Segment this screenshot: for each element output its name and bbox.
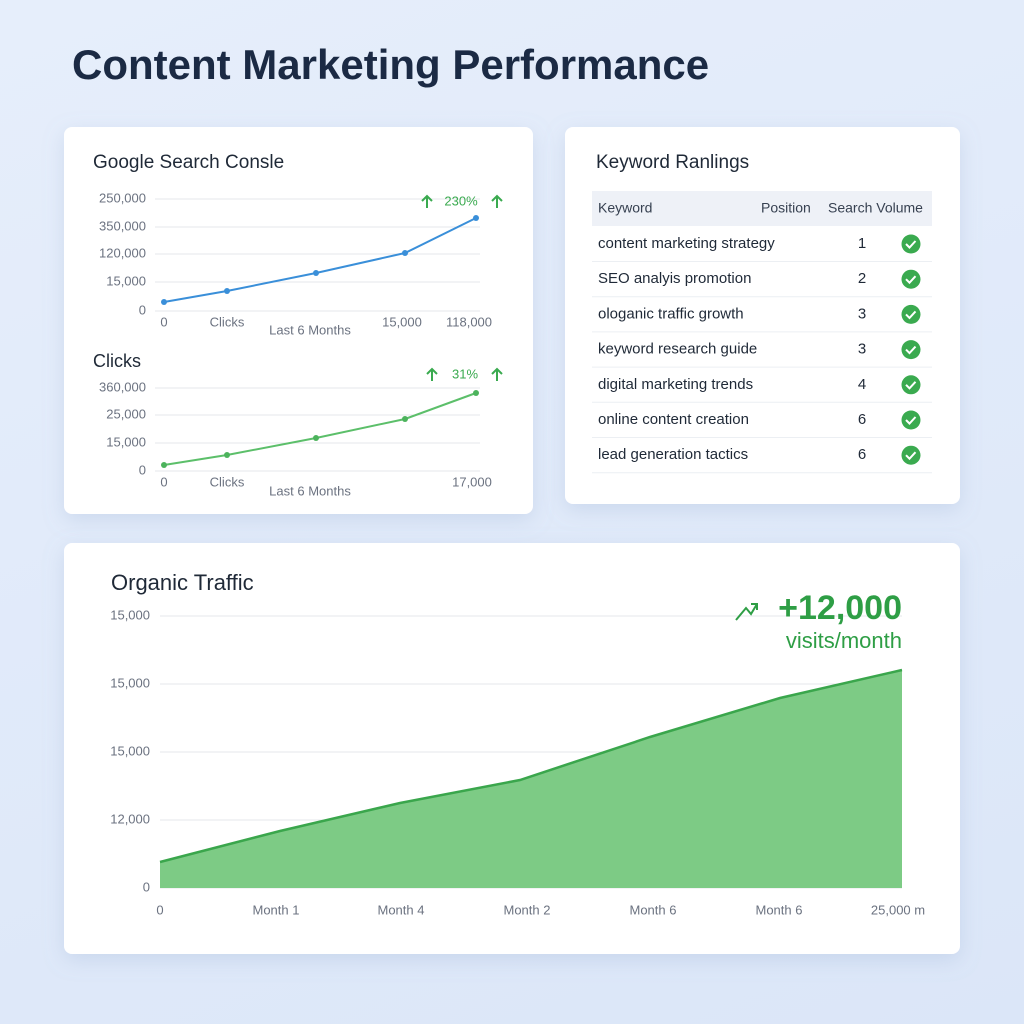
panel <box>64 127 533 514</box>
points <box>161 390 479 468</box>
x-axis-label: Month 1 <box>253 902 300 917</box>
y-axis-label: 350,000 <box>99 218 146 233</box>
x-axis-label: Last 6 Months <box>269 322 351 337</box>
check-icon <box>901 445 921 465</box>
x-axis-label: Month 6 <box>756 902 803 917</box>
arrows <box>426 367 503 381</box>
x-axis-label: 15,000 <box>382 314 422 329</box>
y-axis-label: 15,000 <box>110 743 150 758</box>
y-axis-label: 250,000 <box>99 190 146 205</box>
area <box>160 670 902 888</box>
check-mark <box>905 451 917 461</box>
check-mark <box>905 275 917 285</box>
x-axis-label: Month 4 <box>378 902 425 917</box>
panel-title: Google Search Consle <box>93 152 284 173</box>
keyword: online content creation <box>598 411 749 428</box>
keyword: ologanic traffic growth <box>598 305 744 322</box>
x-axis-label: 0 <box>160 474 167 489</box>
keyword: SEO analyis promotion <box>598 270 751 287</box>
y-axis-label: 0 <box>139 302 146 317</box>
y-axis-label: 360,000 <box>99 379 146 394</box>
check-icon <box>901 234 921 254</box>
position: 3 <box>858 341 866 358</box>
y-axis-label: 25,000 <box>106 406 146 421</box>
keyword: lead generation tactics <box>598 446 748 463</box>
x-axis-label: Last 6 Months <box>269 483 351 498</box>
line <box>159 668 903 864</box>
x-axis-label: Month 2 <box>504 902 551 917</box>
x-axis-label: 25,000 m <box>871 902 925 917</box>
table-body: content marketing strategy 1 SEO analyis p… <box>592 234 932 474</box>
check-icon <box>901 340 921 360</box>
check-mark <box>905 381 917 390</box>
y-axis-label: 12,000 <box>110 811 150 826</box>
highlight-value: +12,000 <box>778 589 902 627</box>
x-axis-label: 17,000 <box>452 474 492 489</box>
y-axis-label: 15,000 <box>110 675 150 690</box>
y-axis-label: 15,000 <box>110 607 150 622</box>
x-axis-label: 0 <box>160 314 167 329</box>
x-axis-label: Month 6 <box>630 902 677 917</box>
line-chart: 250,000 350,000 120,000 15,000 00 Clicks Last … <box>99 190 492 337</box>
trend-icon <box>735 603 758 621</box>
check-mark <box>905 345 917 355</box>
check-mark <box>905 416 917 425</box>
line-chart: 360,000 25,000 15,000 00 Clicks Last 6 Months… <box>99 379 492 498</box>
column-header: Position <box>761 200 811 216</box>
y-axis-label: 0 <box>139 462 146 477</box>
badge: 230% <box>444 193 478 208</box>
position: 3 <box>858 305 866 322</box>
keyword: keyword research guide <box>598 341 757 358</box>
position: 6 <box>858 446 866 463</box>
column-header: Keyword <box>598 200 652 216</box>
keyword: content marketing strategy <box>598 235 775 252</box>
position: 4 <box>858 376 866 393</box>
keyword: digital marketing trends <box>598 376 753 393</box>
badge: 31% <box>452 366 478 381</box>
panel-title: Organic Traffic <box>111 570 254 595</box>
check-icon <box>901 304 921 324</box>
y-axis-label: 120,000 <box>99 245 146 260</box>
points <box>161 215 479 305</box>
check-icon <box>901 410 921 430</box>
position: 6 <box>858 411 866 428</box>
panel-title: Keyword Ranlings <box>596 152 749 173</box>
x-axis-label: 0 <box>156 902 163 917</box>
x-axis-label: Clicks <box>210 314 245 329</box>
y-axis-label: 0 <box>143 879 150 894</box>
highlight-unit: visits/month <box>786 628 902 653</box>
y-axis-label: 15,000 <box>106 273 146 288</box>
check-icon <box>901 375 921 395</box>
page-title: Content Marketing Performance <box>72 41 709 88</box>
x-axis-label: 118,000 <box>446 314 492 329</box>
position: 2 <box>858 270 866 287</box>
check-mark <box>905 310 917 320</box>
check-icon <box>901 269 921 289</box>
column-header: Search Volume <box>828 200 923 216</box>
arrows <box>421 194 503 208</box>
check-mark <box>905 240 917 249</box>
position: 1 <box>858 235 866 252</box>
x-axis-label: Clicks <box>210 474 245 489</box>
y-axis-label: 15,000 <box>106 434 146 449</box>
chart-title: Clicks <box>93 351 141 371</box>
table-header <box>592 191 932 226</box>
